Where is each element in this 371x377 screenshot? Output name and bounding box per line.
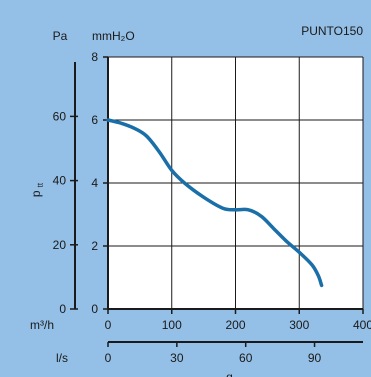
- x-tick-label-ls: 60: [239, 351, 253, 365]
- chart-title: PUNTO150: [301, 24, 363, 38]
- x-tick-label-ls: 0: [105, 351, 112, 365]
- y-tick-label-mmh2o: 2: [91, 239, 98, 253]
- y-tick-label-mmh2o: 6: [91, 113, 98, 127]
- y-tick-label-mmh2o: 0: [91, 302, 98, 316]
- y-unit-right: mmH₂O: [92, 29, 135, 43]
- y-axis-title-main: p: [29, 190, 43, 197]
- y-tick-label-pa: 0: [59, 302, 66, 316]
- y-tick-label-pa: 60: [53, 109, 67, 123]
- grid-lines: [108, 56, 364, 309]
- y-tick-label-mmh2o: 8: [91, 50, 98, 64]
- x-tick-label-ls: 90: [308, 351, 322, 365]
- y-axis-title: p tt: [29, 182, 45, 197]
- x-tick-label-m3h: 100: [162, 318, 182, 332]
- x-tick-label-ls: 30: [170, 351, 184, 365]
- x-unit-secondary: l/s: [56, 351, 68, 365]
- axes: [70, 56, 364, 347]
- y-axis-title-subscript: tt: [36, 182, 45, 187]
- x-unit-primary: m³/h: [30, 318, 54, 332]
- x-tick-label-m3h: 300: [289, 318, 309, 332]
- x-axis-title-main: q: [226, 370, 233, 377]
- x-tick-label-m3h: 400: [353, 318, 371, 332]
- x-tick-label-m3h: 200: [225, 318, 245, 332]
- curve-layer: [106, 118, 324, 288]
- x-axis-title: qv: [226, 370, 238, 377]
- y-tick-label-mmh2o: 4: [91, 176, 98, 190]
- y-unit-left: Pa: [53, 29, 68, 43]
- y-tick-label-pa: 20: [53, 238, 67, 252]
- y-tick-label-pa: 40: [53, 174, 67, 188]
- series-line-fan-curve: [106, 118, 324, 288]
- x-tick-label-m3h: 0: [105, 318, 112, 332]
- labels: 0 2 4 6 8 0 20 40 60 0 100 200 300 400 0 30 60 90 Pa mmH₂O P…: [29, 24, 371, 377]
